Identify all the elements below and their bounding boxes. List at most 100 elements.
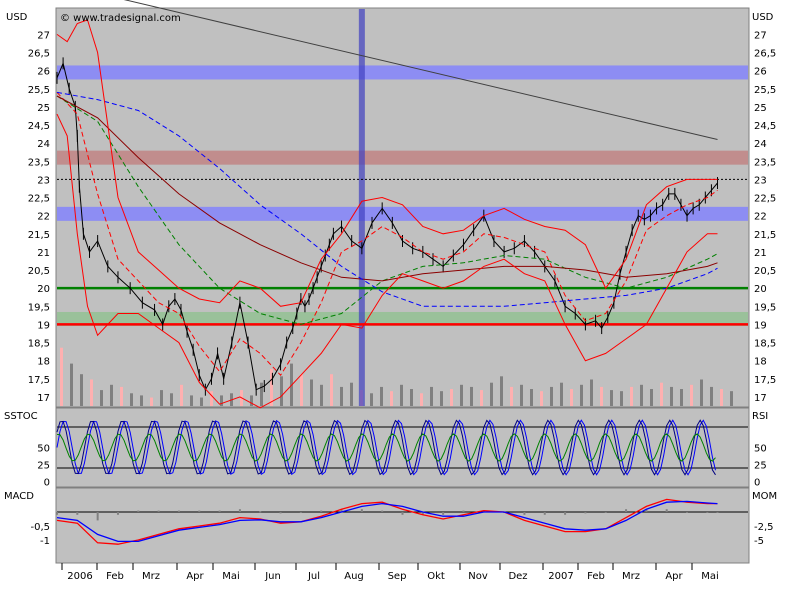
- x-tick-label: Aug: [344, 571, 364, 582]
- price-tick-left: 24,5: [28, 121, 50, 132]
- price-tick-right: 17,5: [754, 375, 776, 386]
- price-tick-left: 18,5: [28, 339, 50, 350]
- price-tick-left: 21,5: [28, 230, 50, 241]
- price-tick-right: 19: [754, 320, 767, 331]
- stoch-tick-right: 50: [754, 444, 767, 455]
- volume-bar: [690, 384, 693, 406]
- volume-bar: [320, 384, 323, 406]
- x-tick-label: Apr: [665, 571, 683, 582]
- volume-bar: [80, 374, 83, 406]
- price-tick-right: 27: [754, 30, 767, 41]
- price-tick-right: 26,5: [754, 49, 776, 60]
- price-tick-right: 23: [754, 175, 767, 186]
- mom-tick-right: -5: [754, 536, 764, 547]
- volume-bar: [560, 382, 563, 406]
- price-tick-right: 24: [754, 139, 767, 150]
- macd-histogram-bar: [625, 509, 628, 512]
- volume-bar: [250, 395, 253, 406]
- volume-bar: [340, 386, 343, 406]
- macd-histogram-bar: [56, 512, 58, 515]
- volume-bar: [600, 386, 603, 406]
- volume-bar: [310, 379, 313, 406]
- volume-bar: [520, 384, 523, 406]
- macd-histogram-bar: [381, 510, 384, 512]
- macd-histogram-bar: [360, 509, 363, 512]
- series-close: [56, 61, 718, 391]
- macd-histogram-bar: [665, 509, 668, 512]
- macd-histogram-bar: [543, 512, 546, 515]
- price-tick-right: 22,5: [754, 194, 776, 205]
- macd-histogram-bar: [198, 510, 201, 512]
- price-tick-right: 24,5: [754, 121, 776, 132]
- stoch-tick-left: 50: [37, 444, 50, 455]
- volume-bar: [70, 363, 73, 406]
- price-tick-left: 23,5: [28, 157, 50, 168]
- volume-bar: [160, 390, 163, 406]
- price-tick-right: 20: [754, 284, 767, 295]
- macd-histogram-bar: [177, 510, 180, 512]
- volume-bar: [490, 382, 493, 406]
- price-tick-left: 23: [37, 175, 50, 186]
- volume-bar: [460, 384, 463, 406]
- price-tick-left: 22: [37, 212, 50, 223]
- x-tick-label: Jun: [264, 571, 281, 582]
- price-tick-left: 20,5: [28, 266, 50, 277]
- series-ma_fast: [56, 92, 718, 377]
- volume-bar: [350, 382, 353, 406]
- volume-bar: [470, 386, 473, 406]
- price-tick-right: 20,5: [754, 266, 776, 277]
- price-tick-left: 21: [37, 248, 50, 259]
- volume-bar: [270, 368, 273, 406]
- oscillator-line: [56, 433, 716, 462]
- price-tick-left: 25,5: [28, 85, 50, 96]
- volume-bar: [480, 390, 483, 406]
- price-panel: [56, 0, 748, 409]
- macd-histogram-bar: [645, 509, 648, 512]
- series-signal: [56, 500, 718, 543]
- volume-bar: [630, 386, 633, 406]
- volume-bar: [660, 382, 663, 406]
- price-tick-right: 25: [754, 103, 767, 114]
- price-tick-left: 26: [37, 67, 50, 78]
- x-tick-label: Mai: [701, 571, 719, 582]
- x-tick-label: Sep: [388, 571, 407, 582]
- stoch-tick-right: 0: [754, 478, 760, 489]
- stoch-panel-bg: [55, 407, 750, 488]
- volume-bar: [380, 386, 383, 406]
- macd-histogram-bar: [157, 510, 160, 512]
- macd-histogram-bar: [238, 509, 241, 512]
- volume-bar: [390, 391, 393, 406]
- price-tick-left: 17,5: [28, 375, 50, 386]
- series-macd: [56, 498, 718, 545]
- price-tick-left: 22,5: [28, 194, 50, 205]
- series-ma_slow: [56, 95, 718, 282]
- macd-tick-left: -0,5: [30, 522, 50, 533]
- price-tick-left: 25: [37, 103, 50, 114]
- support-resistance-band: [57, 150, 748, 165]
- series-ma_long: [56, 91, 718, 307]
- price-tick-right: 23,5: [754, 157, 776, 168]
- macd-histogram-bar: [320, 510, 323, 512]
- vertical-marker: [358, 9, 365, 406]
- axes: 27 27 26,5 26,5 26 26 25,5 25,5 25 25 24,5 24,5 24 24…: [28, 30, 777, 582]
- volume-bar: [720, 389, 723, 406]
- macd-histogram-bar: [340, 509, 343, 512]
- volume-bar: [510, 386, 513, 406]
- volume-bar: [730, 391, 733, 406]
- volume-bar: [530, 389, 533, 406]
- stoch-ylabel-right: RSI: [752, 411, 768, 422]
- macd-histogram-bar: [564, 512, 567, 515]
- stoch-tick-right: 25: [754, 461, 767, 472]
- price-tick-right: 17: [754, 393, 767, 404]
- volume-bar: [170, 393, 173, 406]
- volume-bar: [570, 389, 573, 406]
- mom-tick-right: -2,5: [754, 522, 774, 533]
- macd-histogram-bar: [421, 512, 424, 515]
- price-tick-left: 19,5: [28, 302, 50, 313]
- support-resistance-band: [57, 65, 748, 80]
- x-tick-label: 2006: [67, 571, 92, 582]
- price-tick-left: 27: [37, 30, 50, 41]
- stoch-panel: [56, 419, 748, 476]
- macd-histogram-bar: [259, 511, 262, 513]
- volume-bar: [110, 384, 113, 406]
